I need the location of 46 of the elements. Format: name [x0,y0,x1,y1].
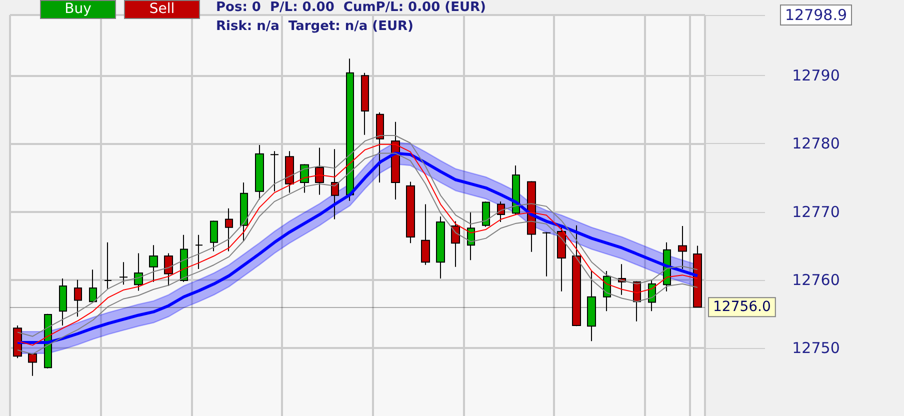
candlestick [255,144,264,200]
candlestick [315,147,324,196]
candlestick [361,72,369,136]
buy-button: Buy [40,0,116,19]
candlestick [164,252,173,286]
y-tick-label: 12780 [792,134,840,153]
candlestick [240,182,248,242]
candlestick [195,234,203,270]
candlestick [74,279,82,318]
candlestick [391,121,400,200]
candlestick [89,269,97,303]
candlestick [285,150,294,194]
y-tick-label: 12790 [792,66,840,85]
ref-line-label: 12756.0 [713,299,771,316]
candlestick [104,242,112,290]
candlestick [59,278,67,326]
candlestick [497,201,505,222]
candlestick [542,232,551,277]
candlestick [376,112,384,183]
candlestick [421,204,430,266]
candlestick [180,234,188,282]
candlestick [678,226,687,270]
candlestick [693,245,702,308]
candlestick [451,220,460,268]
candlestick [119,262,128,286]
y-tick-label: 12770 [792,202,840,221]
y-tick-label: 12760 [792,270,840,289]
candlestick [587,270,596,342]
candlestick [436,216,445,279]
candlestick [134,252,143,292]
candlestick [557,226,566,292]
candlestick [346,58,354,202]
candlestick [331,148,339,220]
annotation: Pos: 0 P/L: 0.00 CumP/L: 0.00 (EUR) [216,0,486,15]
annotation: Risk: n/a Target: n/a (EUR) [216,19,414,34]
y-tick-label: 12798.9 [784,6,848,24]
candlestick [482,201,490,228]
candlestick [28,354,37,376]
sell-button: Sell [124,0,200,19]
candlestick [225,208,233,252]
candlestick [270,150,279,192]
y-tick-label: 12750 [792,338,840,357]
candlestick [210,220,218,252]
candlestick [149,244,158,282]
candlestick [406,181,415,244]
candlestick [572,224,581,327]
